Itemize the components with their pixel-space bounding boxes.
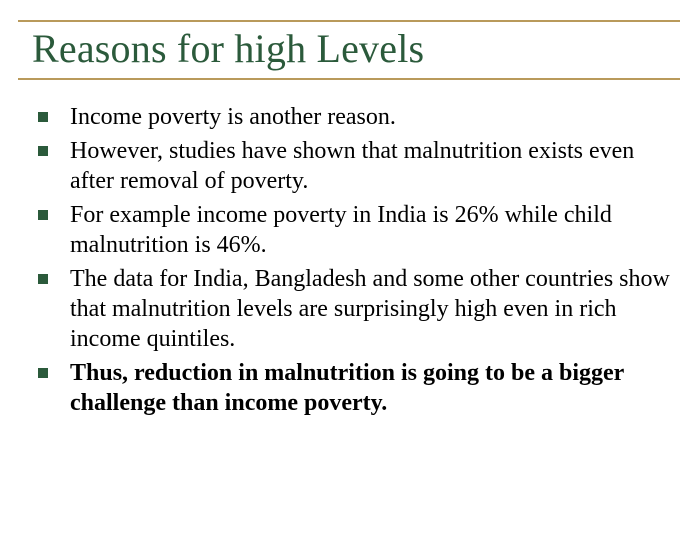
- slide-title: Reasons for high Levels: [18, 24, 680, 76]
- title-block: Reasons for high Levels: [18, 20, 680, 80]
- list-item: Thus, reduction in malnutrition is going…: [38, 358, 674, 418]
- list-item: The data for India, Bangladesh and some …: [38, 264, 674, 354]
- square-bullet-icon: [38, 146, 48, 156]
- slide: Reasons for high Levels Income poverty i…: [0, 0, 698, 540]
- list-item-text: The data for India, Bangladesh and some …: [70, 264, 674, 354]
- list-item-text: However, studies have shown that malnutr…: [70, 136, 674, 196]
- title-rule-top: [18, 20, 680, 22]
- list-item: However, studies have shown that malnutr…: [38, 136, 674, 196]
- square-bullet-icon: [38, 112, 48, 122]
- square-bullet-icon: [38, 274, 48, 284]
- square-bullet-icon: [38, 210, 48, 220]
- slide-body: Income poverty is another reason. However…: [38, 102, 674, 422]
- list-item-text: Thus, reduction in malnutrition is going…: [70, 358, 674, 418]
- list-item: For example income poverty in India is 2…: [38, 200, 674, 260]
- list-item-text: For example income poverty in India is 2…: [70, 200, 674, 260]
- list-item-text: Income poverty is another reason.: [70, 102, 396, 132]
- square-bullet-icon: [38, 368, 48, 378]
- list-item: Income poverty is another reason.: [38, 102, 674, 132]
- title-rule-bottom: [18, 78, 680, 80]
